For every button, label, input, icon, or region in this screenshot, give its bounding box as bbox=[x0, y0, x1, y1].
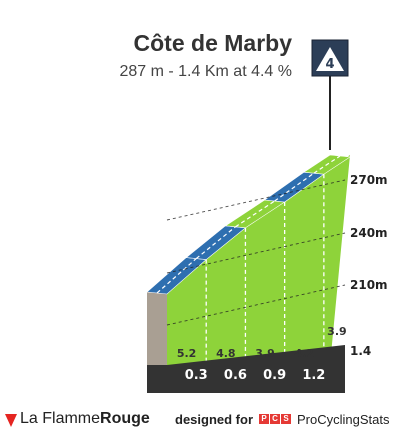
gradient-label-4: 3.9 bbox=[327, 325, 347, 338]
profile-area-front bbox=[167, 155, 350, 365]
gradient-label-3: 4.2 bbox=[295, 347, 315, 360]
brand-light: La Flamme bbox=[20, 410, 101, 427]
profile-top-dash-1 bbox=[195, 226, 236, 260]
designed-for-text: designed for bbox=[175, 412, 254, 427]
km-marker-label-1: 0.6 bbox=[224, 368, 247, 383]
la-flamme-rouge-logo: La FlammeRouge bbox=[20, 410, 150, 428]
distance-total-label: 1.4 bbox=[350, 344, 371, 358]
altitude-label-0: 270m bbox=[350, 173, 388, 187]
chart-title: Côte de Marby bbox=[133, 30, 292, 56]
km-marker-label-2: 0.9 bbox=[263, 368, 286, 383]
gradient-label-1: 4.8 bbox=[216, 347, 236, 360]
altitude-grid-line-0 bbox=[166, 179, 346, 221]
km-marker-label-3: 1.2 bbox=[302, 368, 325, 383]
altitude-label-1: 240m bbox=[350, 226, 388, 240]
profile-top-dash-3 bbox=[274, 172, 315, 202]
category-badge-triangle bbox=[316, 47, 344, 71]
profile-top-dash-4 bbox=[313, 155, 341, 174]
km-marker-label-0: 0.3 bbox=[185, 368, 208, 383]
climb-profile-chart: 270m 240m 210m 5.2 4.8 3.9 4.2 3.9 0.3 0.6 0.9 1.2 1… bbox=[146, 39, 388, 393]
category-badge-number: 4 bbox=[325, 57, 334, 72]
altitude-grid-line-2 bbox=[166, 284, 346, 326]
altitude-label-2: 210m bbox=[350, 278, 388, 292]
flamme-rouge-flag-icon bbox=[5, 414, 17, 427]
altitude-grid-line-1 bbox=[166, 232, 346, 274]
brand-bold: Rouge bbox=[100, 410, 150, 427]
gradient-label-2: 3.9 bbox=[255, 347, 275, 360]
pcs-letter-s: S bbox=[281, 414, 291, 424]
gradient-label-0: 5.2 bbox=[177, 347, 197, 360]
profile-top-dash-0 bbox=[156, 258, 197, 294]
pcs-letter-c: C bbox=[270, 414, 280, 424]
pcs-letter-p: P bbox=[259, 414, 269, 424]
chart-subtitle: 287 m - 1.4 Km at 4.4 % bbox=[119, 63, 292, 80]
pcs-logo: P C S bbox=[259, 414, 291, 424]
distance-band-rect bbox=[147, 365, 345, 393]
profile-top-dash-2 bbox=[235, 200, 275, 228]
procyclingstats-name: ProCyclingStats bbox=[297, 412, 390, 427]
